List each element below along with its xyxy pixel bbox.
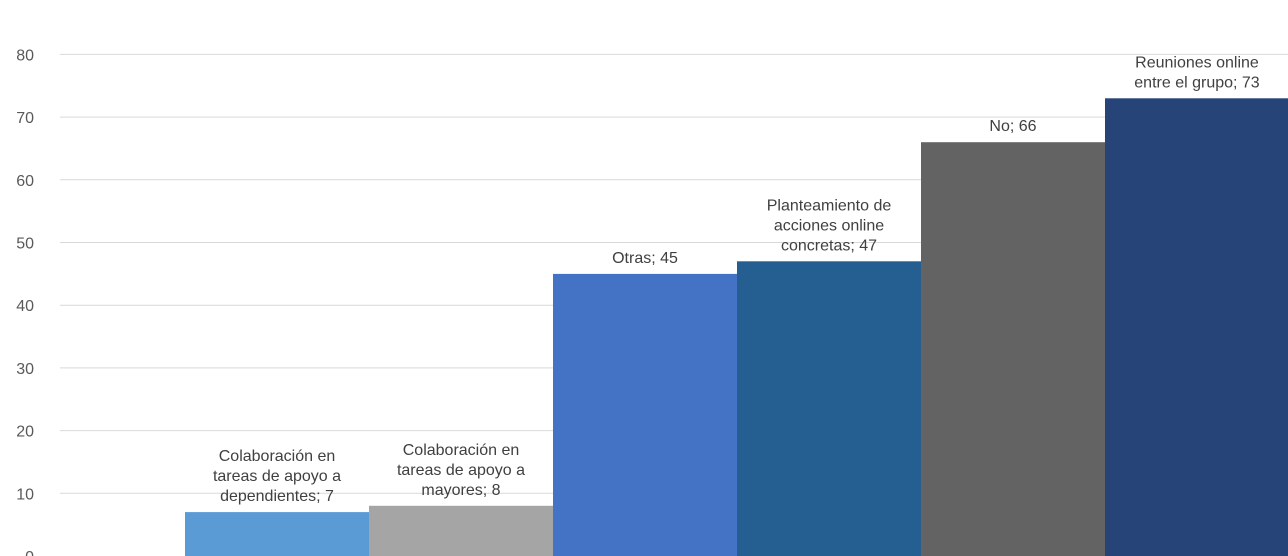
y-tick-label: 40: [16, 298, 34, 315]
bar: [369, 505, 553, 556]
bar: [921, 142, 1105, 556]
bar: [185, 512, 369, 556]
y-tick-label: 50: [16, 236, 34, 253]
bar-data-label: concretas; 47: [781, 237, 877, 254]
y-tick-label: 70: [16, 110, 34, 127]
y-tick-label: 0: [25, 549, 34, 556]
bar-data-label: Reuniones online: [1135, 54, 1259, 71]
bars: [185, 98, 1288, 556]
y-axis-ticks: 0 10 20 30 40 50 60 70 80: [16, 47, 34, 556]
bar-data-label: tareas de apoyo a: [397, 462, 525, 479]
y-tick-label: 80: [16, 47, 34, 64]
bar: [1105, 98, 1288, 556]
y-tick-label: 30: [16, 361, 34, 378]
y-tick-label: 60: [16, 173, 34, 190]
bar-data-label: entre el grupo; 73: [1134, 74, 1260, 91]
bar-data-label: Planteamiento de: [767, 197, 892, 214]
bar-data-label: Colaboración en: [403, 442, 520, 459]
bar-data-label: Colaboración en: [219, 448, 336, 465]
y-tick-label: 20: [16, 424, 34, 441]
bar-data-label: acciones online: [774, 217, 884, 234]
bar-data-label: mayores; 8: [421, 482, 500, 499]
bar-data-label: Otras; 45: [612, 250, 678, 267]
bar: [737, 261, 921, 556]
y-tick-label: 10: [16, 486, 34, 503]
data-labels: Colaboración en tareas de apoyo a dependie…: [213, 54, 1260, 505]
bar-data-label: No; 66: [989, 118, 1036, 135]
bar: [553, 273, 737, 556]
bar-data-label: tareas de apoyo a: [213, 468, 341, 485]
bar-data-label: dependientes; 7: [220, 488, 334, 505]
